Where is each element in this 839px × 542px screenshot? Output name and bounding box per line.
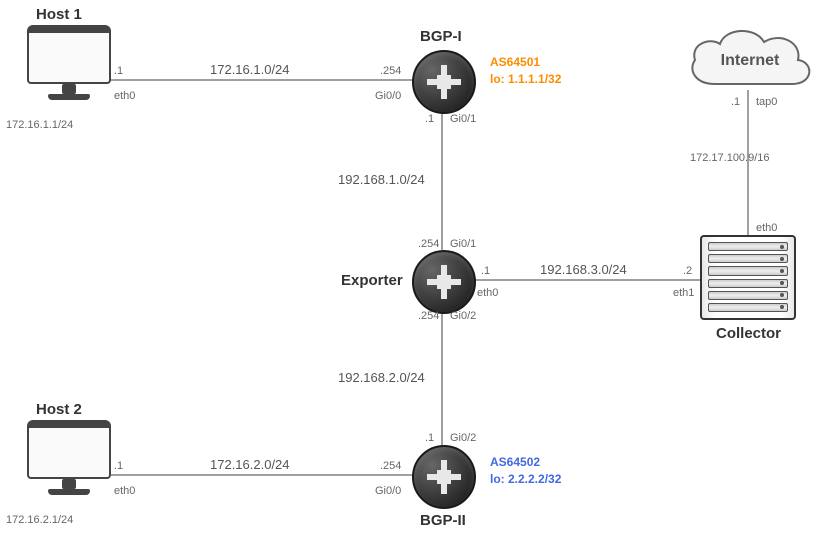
h2-subnet: 172.16.2.0/24 — [210, 457, 290, 472]
bgp1-port-left: Gi0/0 — [375, 90, 401, 102]
collector-port-left: eth1 — [673, 287, 694, 299]
host1-ip: 172.16.1.1/24 — [6, 119, 73, 131]
bgp2-as: AS64502 — [490, 455, 540, 469]
h1-end: .1 — [114, 65, 123, 77]
exporter-router — [412, 250, 476, 314]
bgp2-router — [412, 445, 476, 509]
coll-end-left: .2 — [683, 265, 692, 277]
internet-cloud: Internet — [680, 22, 820, 102]
network-diagram: Host 1 172.16.1.1/24 eth0 Host 2 172.16.… — [0, 0, 839, 542]
host1-title: Host 1 — [36, 6, 82, 23]
exp-end-up: .254 — [418, 238, 439, 250]
bgp1-router — [412, 50, 476, 114]
exporter-port-down: Gi0/2 — [450, 310, 476, 322]
bgp1-as: AS64501 — [490, 55, 540, 69]
collector-ip: 172.17.100.9/16 — [690, 152, 770, 164]
h1-subnet: 172.16.1.0/24 — [210, 62, 290, 77]
collector-port-up: eth0 — [756, 222, 777, 234]
exp-end-down: .254 — [418, 310, 439, 322]
h2-end: .1 — [114, 460, 123, 472]
bgp1-port-down: Gi0/1 — [450, 113, 476, 125]
exporter-title: Exporter — [341, 272, 403, 289]
internet-label: Internet — [721, 52, 780, 70]
host1-iface: eth0 — [114, 90, 135, 102]
host2-title: Host 2 — [36, 401, 82, 418]
collector-title: Collector — [716, 325, 781, 342]
exp-end-right: .1 — [481, 265, 490, 277]
bgp2-end-left: .254 — [380, 460, 401, 472]
host2-ip: 172.16.2.1/24 — [6, 514, 73, 526]
bgp2-title: BGP-II — [420, 512, 466, 529]
exporter-port-up: Gi0/1 — [450, 238, 476, 250]
internet-end: .1 — [731, 96, 740, 108]
exp-coll-subnet: 192.168.3.0/24 — [540, 262, 627, 277]
host1 — [24, 25, 114, 100]
host2 — [24, 420, 114, 495]
bgp2-end-up: .1 — [425, 432, 434, 444]
exp-bgp2-subnet: 192.168.2.0/24 — [338, 370, 425, 385]
bgp1-lo: lo: 1.1.1.1/32 — [490, 72, 561, 86]
bgp1-exp-subnet: 192.168.1.0/24 — [338, 172, 425, 187]
bgp1-end-left: .254 — [380, 65, 401, 77]
bgp2-lo: lo: 2.2.2.2/32 — [490, 472, 561, 486]
internet-port: tap0 — [756, 96, 777, 108]
bgp2-port-left: Gi0/0 — [375, 485, 401, 497]
host2-iface: eth0 — [114, 485, 135, 497]
bgp2-port-up: Gi0/2 — [450, 432, 476, 444]
collector — [700, 235, 796, 320]
exporter-port-right: eth0 — [477, 287, 498, 299]
bgp1-end-down: .1 — [425, 113, 434, 125]
bgp1-title: BGP-I — [420, 28, 462, 45]
